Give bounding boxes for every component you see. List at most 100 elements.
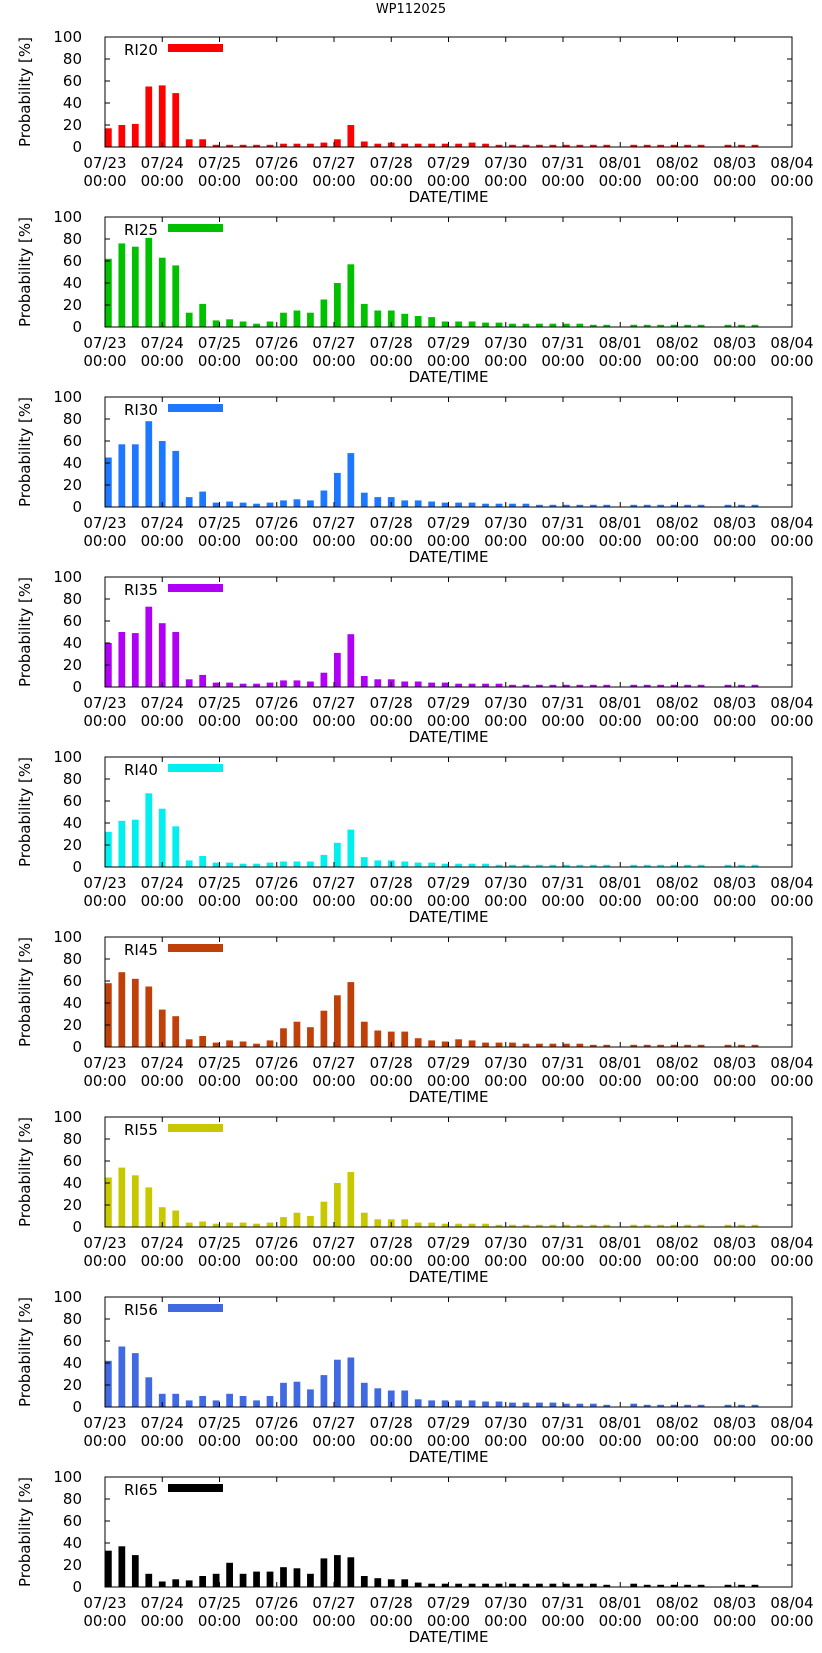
bar-ri56-3 xyxy=(145,1377,153,1407)
bar-ri65-30 xyxy=(509,1583,516,1587)
x-tick-label-time: 00:00 xyxy=(255,712,298,730)
bar-ri65-40 xyxy=(643,1584,651,1587)
bar-ri45-11 xyxy=(253,1043,260,1047)
bar-ri25-8 xyxy=(212,320,220,327)
y-tick-label: 100 xyxy=(53,1468,82,1486)
bar-ri20-23 xyxy=(414,143,422,147)
bar-ri30-24 xyxy=(428,501,436,507)
x-tick-label-time: 00:00 xyxy=(541,172,584,190)
bar-ri65-46 xyxy=(724,1584,732,1587)
bar-ri20-34 xyxy=(563,144,570,147)
bar-ri25-5 xyxy=(172,265,180,327)
bar-ri20-41 xyxy=(657,144,665,147)
x-tick-label-time: 00:00 xyxy=(484,1072,527,1090)
y-tick-label: 100 xyxy=(53,388,82,406)
x-tick-label-time: 00:00 xyxy=(255,532,298,550)
y-tick-label: 20 xyxy=(63,1196,82,1214)
x-tick-label-date: 07/23 xyxy=(83,1054,126,1072)
bar-ri55-48 xyxy=(751,1224,759,1227)
bar-ri25-6 xyxy=(185,312,193,327)
x-tick-label-time: 00:00 xyxy=(83,532,126,550)
x-tick-label-date: 08/02 xyxy=(656,334,699,352)
legend-label: RI45 xyxy=(124,941,158,959)
bar-ri45-27 xyxy=(468,1040,476,1047)
bar-ri65-6 xyxy=(185,1580,193,1587)
bar-ri45-47 xyxy=(738,1044,745,1047)
bar-ri25-19 xyxy=(360,303,368,327)
bar-ri65-12 xyxy=(266,1571,274,1587)
x-axis-label: DATE/TIME xyxy=(408,1448,488,1466)
bar-ri30-20 xyxy=(374,497,382,507)
x-tick-label-date: 07/30 xyxy=(484,334,527,352)
bar-ri25-30 xyxy=(509,323,516,327)
bar-ri40-25 xyxy=(441,863,449,867)
x-tick-label-date: 07/28 xyxy=(370,334,413,352)
bar-ri45-0 xyxy=(105,983,112,1047)
bar-ri30-41 xyxy=(657,504,665,507)
y-tick-label: 60 xyxy=(63,1332,82,1350)
bar-ri30-32 xyxy=(536,504,543,507)
bar-ri20-8 xyxy=(212,144,220,147)
legend-label: RI35 xyxy=(124,581,158,599)
bar-ri35-11 xyxy=(253,683,260,687)
bar-ri56-33 xyxy=(549,1402,557,1407)
bar-ri45-6 xyxy=(185,1039,193,1047)
legend-label: RI25 xyxy=(124,221,158,239)
bar-ri45-10 xyxy=(239,1041,247,1047)
x-tick-label-time: 00:00 xyxy=(599,1072,642,1090)
bar-ri25-26 xyxy=(455,321,462,327)
bar-ri25-35 xyxy=(576,323,584,327)
x-tick-label-time: 00:00 xyxy=(541,532,584,550)
bar-ri30-48 xyxy=(751,504,759,507)
bar-ri35-31 xyxy=(522,684,530,687)
bar-ri40-34 xyxy=(563,864,570,867)
x-tick-label-date: 07/23 xyxy=(83,1594,126,1612)
bar-ri20-7 xyxy=(199,139,207,147)
x-tick-label-date: 07/28 xyxy=(370,1414,413,1432)
bar-ri56-37 xyxy=(603,1404,611,1407)
x-tick-label-time: 00:00 xyxy=(198,1072,241,1090)
bar-ri40-24 xyxy=(428,862,436,867)
x-tick-label-date: 07/25 xyxy=(198,154,241,172)
x-tick-label-date: 07/28 xyxy=(370,1234,413,1252)
x-tick-label-date: 07/30 xyxy=(484,1594,527,1612)
bar-ri30-37 xyxy=(603,504,611,507)
x-tick-label-time: 00:00 xyxy=(83,1432,126,1450)
bar-ri35-12 xyxy=(266,682,274,687)
y-tick-label: 0 xyxy=(72,1578,82,1596)
x-tick-label-time: 00:00 xyxy=(770,172,813,190)
y-tick-label: 20 xyxy=(63,1376,82,1394)
bar-ri56-14 xyxy=(293,1381,301,1407)
bar-ri45-7 xyxy=(199,1036,207,1047)
x-tick-label-time: 00:00 xyxy=(255,1252,298,1270)
x-tick-label-time: 00:00 xyxy=(312,1072,355,1090)
y-tick-label: 60 xyxy=(63,1152,82,1170)
legend-swatch xyxy=(168,584,223,592)
legend-swatch xyxy=(168,44,223,52)
x-tick-label-time: 00:00 xyxy=(370,712,413,730)
bar-ri30-28 xyxy=(482,503,489,507)
x-tick-label-date: 08/03 xyxy=(713,154,756,172)
bar-ri30-29 xyxy=(495,503,503,507)
x-tick-label-time: 00:00 xyxy=(770,1072,813,1090)
bar-ri20-33 xyxy=(549,144,557,147)
bar-ri25-0 xyxy=(105,258,112,327)
bar-ri20-37 xyxy=(603,144,611,147)
bar-ri65-7 xyxy=(199,1576,207,1587)
bar-ri56-13 xyxy=(280,1382,287,1407)
x-tick-label-time: 00:00 xyxy=(370,1252,413,1270)
bar-ri20-19 xyxy=(360,141,368,147)
bar-ri40-39 xyxy=(630,864,638,867)
plot-frame xyxy=(104,36,793,148)
bar-ri25-36 xyxy=(589,324,597,327)
bar-ri65-42 xyxy=(670,1584,678,1587)
bar-ri25-23 xyxy=(414,316,422,327)
legend-label: RI20 xyxy=(124,41,158,59)
y-axis-label: Probability [%] xyxy=(16,1477,34,1587)
x-tick-label-date: 08/04 xyxy=(770,1414,813,1432)
x-tick-label-date: 07/27 xyxy=(312,1594,355,1612)
x-tick-label-date: 08/03 xyxy=(713,694,756,712)
bar-ri65-22 xyxy=(401,1579,409,1587)
